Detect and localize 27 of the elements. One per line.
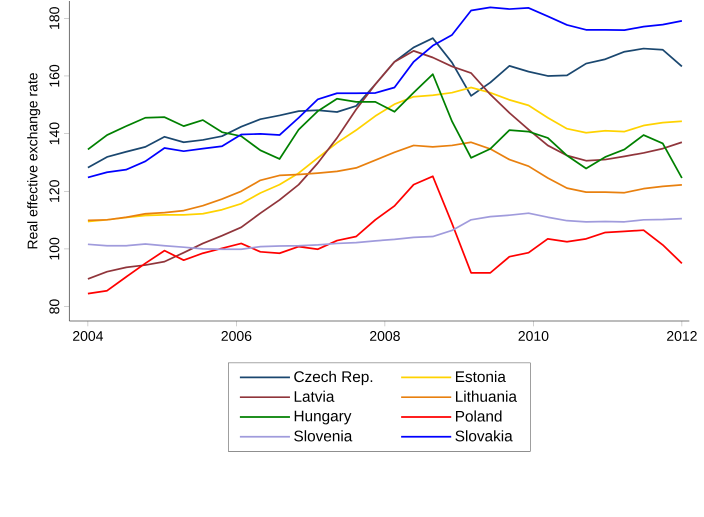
x-tick-label: 2008	[370, 331, 400, 341]
line-series	[87, 6, 683, 178]
y-tick-label: 80	[49, 299, 60, 314]
legend-label: Poland	[456, 410, 502, 422]
x-tick-label: 2010	[518, 331, 548, 341]
line-series	[87, 37, 683, 168]
line-series	[87, 212, 683, 250]
y-tick-label: 180	[49, 7, 60, 29]
legend-label: Hungary	[294, 410, 352, 424]
legend-label: Latvia	[294, 390, 334, 402]
x-tick-label: 2004	[73, 331, 104, 341]
x-tick-label: 2012	[667, 331, 697, 341]
line-series	[87, 175, 683, 294]
line-series	[87, 73, 683, 179]
y-axis-title: Real effective exchange rate	[27, 73, 40, 248]
y-tick-label: 120	[49, 180, 60, 202]
y-tick-label: 100	[49, 238, 60, 260]
legend-label: Slovakia	[455, 430, 513, 442]
y-tick-label: 140	[49, 122, 60, 144]
line-series	[87, 86, 683, 222]
legend-label: Estonia	[456, 370, 506, 382]
y-tick-label: 160	[49, 64, 60, 87]
line-series	[87, 50, 683, 280]
legend-label: Slovenia	[294, 430, 352, 442]
legend-label: Czech Rep.	[294, 370, 372, 386]
legend-label: Lithuania	[456, 390, 517, 402]
x-tick-label: 2006	[222, 331, 252, 341]
